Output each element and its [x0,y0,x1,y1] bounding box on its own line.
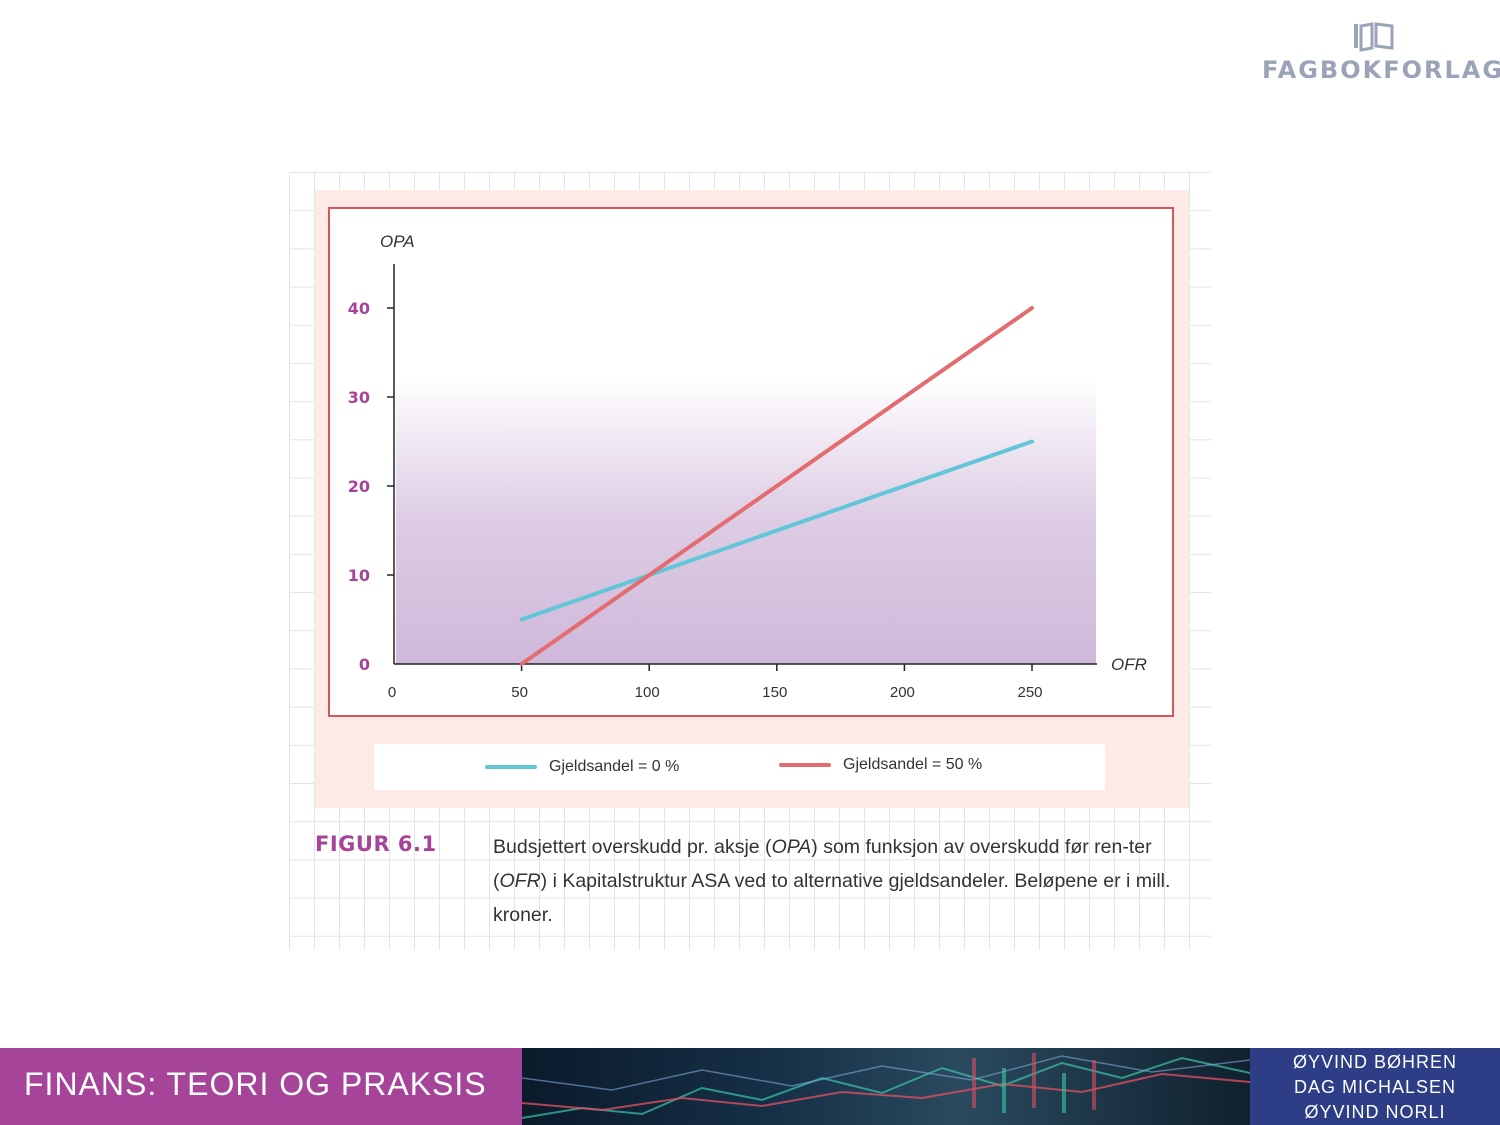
legend-label-series-0: Gjeldsandel = 0 % [549,758,680,775]
series-line-0 [519,439,1034,622]
y-tick-label: 0 [359,655,370,674]
x-tick-label: 150 [762,684,787,701]
x-tick-label: 250 [1017,684,1042,701]
footer-banner: FINANS: TEORI OG PRAKSIS ØYVIND BØHREN D… [0,1048,1500,1125]
legend-swatch-series-1 [779,763,831,767]
figure-caption: Budsjettert overskudd pr. aksje (OPA) so… [493,830,1193,932]
book-title: FINANS: TEORI OG PRAKSIS [24,1066,487,1102]
plot-background [396,380,1096,664]
legend-item-series-1: Gjeldsandel = 50 % [779,754,982,776]
caption-text: ) som funksjon av overskudd før ren-ter … [493,836,1152,892]
caption-term: OPA [771,836,812,858]
author-name: ØYVIND NORLI [1304,1102,1446,1122]
caption-text: ) i Kapitalstruktur ASA ved to alternati… [493,870,1171,926]
book-logo-icon [1354,22,1394,52]
y-tick-label: 10 [348,566,370,585]
author-name: DAG MICHALSEN [1293,1077,1457,1097]
y-axis-label: OPA [380,232,415,251]
publisher-logo: FAGBOKFORLAGET [1262,20,1500,84]
x-tick-label: 50 [511,684,528,701]
legend-item-series-0: Gjeldsandel = 0 % [485,756,679,778]
authors-band: ØYVIND BØHREN DAG MICHALSEN ØYVIND NORLI [1250,1048,1500,1125]
series-line-1 [519,306,1034,666]
cover-image-strip [522,1048,1250,1125]
publisher-name: FAGBOKFORLAGET [1262,56,1500,84]
author-name: ØYVIND BØHREN [1292,1052,1458,1072]
legend-swatch-series-0 [485,765,537,769]
y-tick-label: 40 [348,299,370,318]
stock-chart-image [522,1053,1250,1119]
y-tick-label: 30 [348,388,370,407]
x-axis-label: OFR [1111,655,1147,674]
x-tick-label: 200 [890,684,915,701]
legend-label-series-1: Gjeldsandel = 50 % [843,756,983,773]
book-title-band: FINANS: TEORI OG PRAKSIS [0,1048,522,1125]
y-tick-label: 20 [348,477,370,496]
figure-label: FIGUR 6.1 [315,832,437,856]
caption-term: OFR [499,870,541,892]
x-tick-label: 0 [388,684,396,701]
legend: Gjeldsandel = 0 % Gjeldsandel = 50 % [374,744,1105,790]
caption-text: Budsjettert overskudd pr. aksje ( [493,836,772,858]
x-tick-label: 100 [635,684,660,701]
